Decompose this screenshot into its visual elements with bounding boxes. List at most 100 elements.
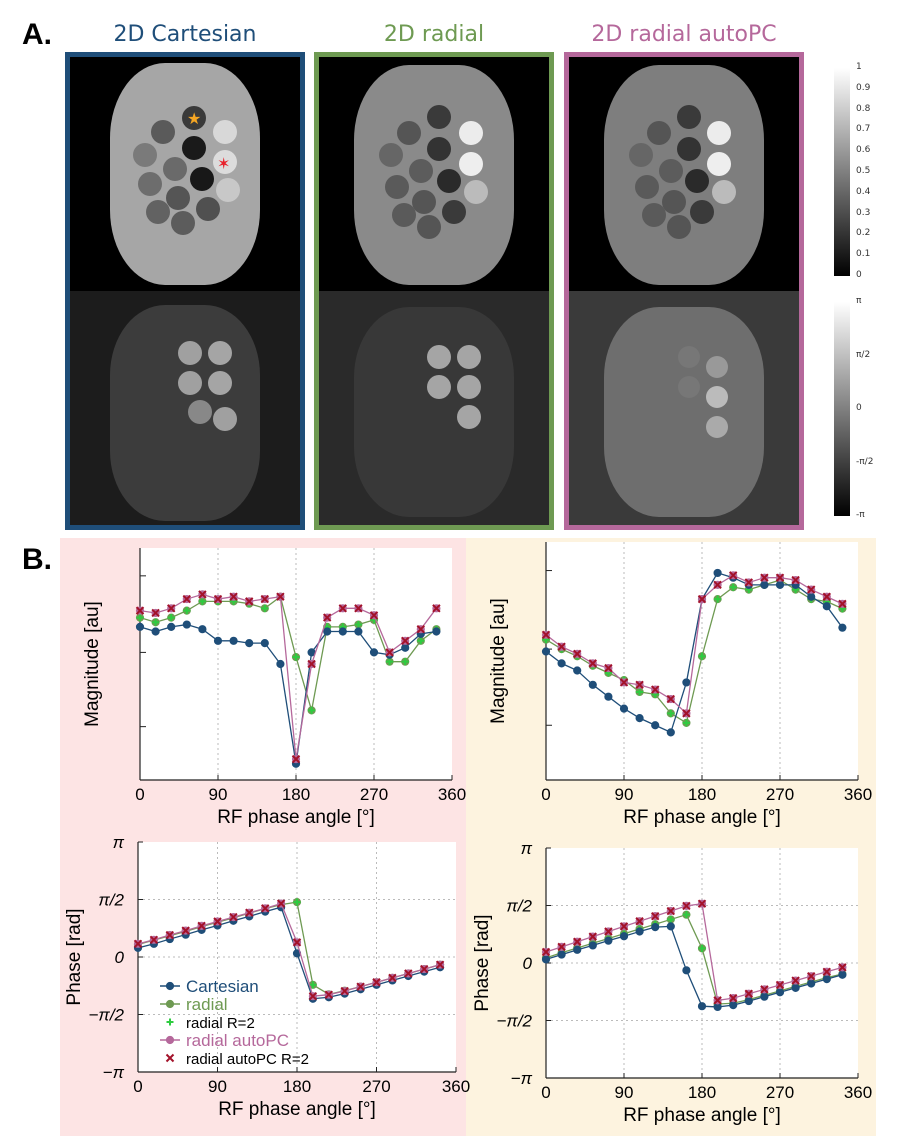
data-point xyxy=(292,938,302,947)
data-point xyxy=(635,927,644,936)
data-point xyxy=(135,622,145,631)
section-a-label: A. xyxy=(22,18,52,51)
data-point xyxy=(728,993,738,1003)
data-point xyxy=(573,666,582,675)
data-point xyxy=(588,680,597,689)
x-tick-label: 360 xyxy=(438,785,466,804)
y-tick-label: 0 xyxy=(523,954,533,973)
y-tick-label: π/2 xyxy=(98,891,124,910)
y-axis-label: Phase [rad] xyxy=(64,908,85,1005)
data-point xyxy=(309,981,317,989)
data-point xyxy=(308,706,316,714)
data-point xyxy=(635,680,644,690)
data-point xyxy=(432,604,441,613)
data-point xyxy=(260,594,270,604)
y-tick-label: π xyxy=(113,833,125,852)
data-point xyxy=(636,688,644,696)
data-point xyxy=(697,899,707,908)
x-tick-label: 0 xyxy=(541,1083,550,1102)
legend-item: radial R=2 xyxy=(166,1015,255,1032)
data-point xyxy=(728,571,738,580)
data-point xyxy=(354,604,363,613)
data-point xyxy=(135,606,145,615)
x-tick-label: 180 xyxy=(688,1083,716,1102)
data-point xyxy=(213,594,223,604)
data-point xyxy=(806,971,816,981)
data-point xyxy=(293,898,301,906)
star-icon-red: ✶ xyxy=(217,156,230,173)
data-point xyxy=(760,985,769,994)
mri-panel-radial-autopc xyxy=(564,52,804,530)
data-point xyxy=(588,932,598,941)
chart-phase-left: 0 90 180 270 360 π π/2 0 −π/2 −π RF phase angle [°… xyxy=(64,833,470,1120)
data-point xyxy=(541,955,551,964)
mri-radial-image xyxy=(319,57,549,525)
panel-title-cartesian: 2D Cartesian xyxy=(113,22,257,47)
data-point xyxy=(229,636,238,645)
data-point xyxy=(182,594,192,604)
data-point xyxy=(619,932,629,941)
data-point xyxy=(541,647,551,656)
data-point xyxy=(261,604,269,612)
y-tick-label: 0 xyxy=(115,948,125,967)
data-point xyxy=(541,630,551,640)
data-point xyxy=(198,625,207,634)
x-tick-label: 270 xyxy=(766,785,794,804)
data-point xyxy=(775,580,785,589)
x-tick-label: 90 xyxy=(615,1083,634,1102)
data-point xyxy=(807,592,816,601)
data-point xyxy=(197,921,206,931)
data-point xyxy=(557,659,566,668)
data-point xyxy=(182,620,191,629)
legend-label: radial autoPC xyxy=(186,1031,289,1050)
y-tick-label: π/2 xyxy=(506,897,532,916)
series-radial-autopc-r-2 xyxy=(541,571,847,718)
data-point xyxy=(806,585,816,594)
data-point xyxy=(356,982,365,991)
data-point xyxy=(573,945,582,954)
panel-title-radial-autopc: 2D radial autoPC xyxy=(591,22,777,47)
data-point xyxy=(713,580,722,590)
x-tick-label: 270 xyxy=(362,1077,390,1096)
legend-label: radial xyxy=(186,995,228,1014)
data-point xyxy=(822,602,831,611)
magnitude-colorbar-tick: 0.7 xyxy=(856,124,871,135)
legend-marker xyxy=(166,1018,174,1026)
x-tick-label: 90 xyxy=(615,785,634,804)
data-point xyxy=(713,568,722,578)
data-point xyxy=(338,627,347,636)
data-point xyxy=(682,911,690,919)
data-point xyxy=(682,966,691,975)
y-axis-label: Magnitude [au] xyxy=(488,598,509,724)
data-point xyxy=(682,678,691,687)
legend-label: Cartesian xyxy=(186,977,259,996)
legend-marker xyxy=(165,1053,175,1063)
data-point xyxy=(791,575,800,585)
data-point xyxy=(791,976,800,985)
data-point xyxy=(744,989,754,998)
x-axis-label: RF phase angle [°] xyxy=(623,807,781,828)
data-point xyxy=(729,583,737,591)
data-point xyxy=(198,597,206,605)
data-point xyxy=(386,658,394,666)
series-radial-autopc-r-2 xyxy=(541,899,847,1005)
phase-colorbar xyxy=(834,302,850,516)
data-point xyxy=(604,692,613,701)
data-point xyxy=(838,623,847,632)
x-tick-label: 180 xyxy=(282,785,310,804)
data-point xyxy=(369,611,379,620)
data-point xyxy=(682,719,690,727)
data-point xyxy=(435,960,445,969)
legend-item: radial xyxy=(160,995,228,1014)
data-point xyxy=(666,906,676,916)
x-tick-label: 0 xyxy=(541,785,550,804)
magnitude-colorbar-tick: 0.4 xyxy=(856,186,871,197)
star-icon-orange: ★ xyxy=(187,111,201,128)
data-point xyxy=(401,643,410,652)
phase-colorbar-tick: -π/2 xyxy=(856,456,874,467)
data-point xyxy=(667,709,675,717)
data-point xyxy=(245,908,254,917)
data-point xyxy=(697,1002,707,1011)
data-point xyxy=(166,604,176,613)
